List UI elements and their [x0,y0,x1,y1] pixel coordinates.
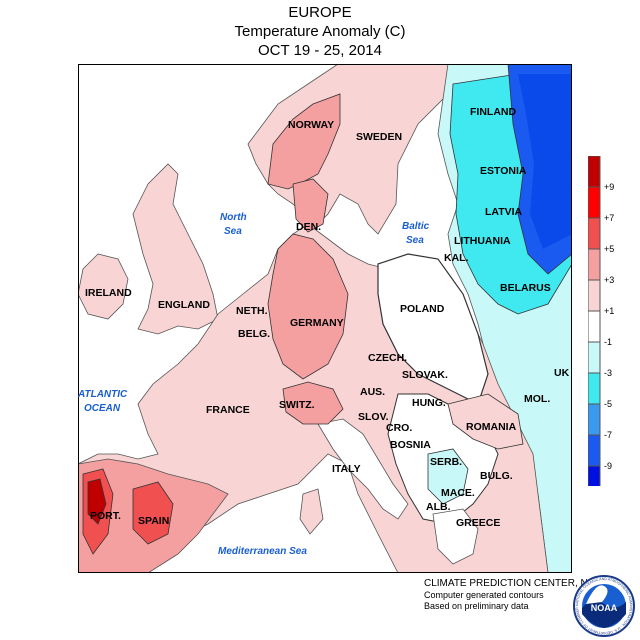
italy-land [317,418,409,520]
label-poland: POLAND [400,303,445,315]
label-kaliningrad: KAL. [444,252,469,264]
label-france: FRANCE [206,404,250,416]
denmark-anomaly [292,178,329,233]
greece-land [432,508,479,565]
label-italy: ITALY [332,463,361,475]
label-mediterranean-sea: Mediterranean Sea [218,546,307,557]
legend-swatch [588,372,601,405]
legend-label: -7 [604,430,612,440]
finland-cold-ring [518,74,572,249]
legend-swatch [588,403,601,436]
label-slovenia: SLOV. [358,411,389,423]
legend-label: +1 [604,306,614,316]
credit-preliminary: Based on preliminary data [424,601,529,611]
legend-swatch [588,217,601,250]
label-latvia: LATVIA [485,206,523,218]
label-norway: NORWAY [288,119,334,131]
label-romania: ROMANIA [466,421,517,433]
label-baltic-sea-2: Sea [406,235,424,246]
label-greece: GREECE [456,517,500,529]
ireland-land [78,253,129,320]
label-sweden: SWEDEN [356,131,402,143]
legend-label: +5 [604,244,614,254]
serbia-cool-area [427,448,469,505]
label-north-sea-2: Sea [224,226,242,237]
label-baltic-sea-1: Baltic [402,221,430,232]
label-austria: AUS. [360,386,385,398]
label-north-sea-1: North [220,212,247,223]
germany-anomaly [267,233,349,380]
legend-swatch [588,341,601,374]
legend-label: -5 [604,399,612,409]
map-date-range: OCT 19 - 25, 2014 [258,42,382,59]
label-switzerland: SWITZ. [279,399,315,411]
legend-label: -1 [604,337,612,347]
legend-label: -3 [604,368,612,378]
label-ireland: IRELAND [85,287,132,299]
map-subtitle: Temperature Anomaly (C) [234,23,406,40]
noaa-logo: NOAA NATIONAL OCEANIC AND ATMOSPHERIC AD… [572,574,635,637]
anomaly-map: NORWAY SWEDEN FINLAND ESTONIA LATVIA LIT… [78,64,572,573]
label-macedonia: MACE. [441,487,475,499]
label-slovakia: SLOVAK. [402,369,448,381]
legend-swatch [588,310,601,343]
alps-anomaly [282,381,344,425]
label-hungary: HUNG. [412,397,446,409]
label-finland: FINLAND [470,106,516,118]
label-bulgaria: BULG. [480,470,513,482]
label-england: ENGLAND [158,299,210,311]
label-netherlands: NETH. [236,305,268,317]
label-bosnia: BOSNIA [390,439,431,451]
map-title: EUROPE [288,4,352,21]
legend-label: -9 [604,461,612,471]
label-germany: GERMANY [290,317,344,329]
credit-source: CLIMATE PREDICTION CENTER, NOAA [424,578,609,589]
legend-swatch [588,186,601,219]
legend-label: +9 [604,182,614,192]
legend-swatch [588,279,601,312]
label-belarus: BELARUS [500,282,551,294]
romania-anomaly [447,393,524,450]
label-lithuania: LITHUANIA [454,235,511,247]
label-albania: ALB. [426,501,451,513]
noaa-logo-text: NOAA [591,603,618,613]
credit-contours: Computer generated contours [424,590,544,600]
label-portugal: PORT. [90,510,121,522]
label-atlantic-2: OCEAN [84,403,121,414]
label-moldova: MOL. [524,393,550,405]
legend-label: +3 [604,275,614,285]
legend-swatch [588,465,601,486]
sardinia-land [299,488,324,535]
label-belgium: BELG. [238,328,270,340]
legend-swatch [588,434,601,467]
legend-swatch-top [588,156,601,188]
legend-label: +7 [604,213,614,223]
legend-swatch [588,248,601,281]
label-ukraine: UK [554,367,570,379]
portugal-hot-core [87,478,107,525]
spain-warm-core [132,481,174,545]
label-czech: CZECH. [368,352,407,364]
anomaly-legend: +9 +7 +5 +3 +1 -1 -3 -5 -7 -9 [588,156,614,486]
label-spain: SPAIN [138,515,169,527]
label-serbia: SERB. [430,456,462,468]
label-estonia: ESTONIA [480,165,527,177]
label-denmark: DEN. [296,221,321,233]
label-croatia: CRO. [386,422,412,434]
label-atlantic-1: ATLANTIC [78,389,128,400]
